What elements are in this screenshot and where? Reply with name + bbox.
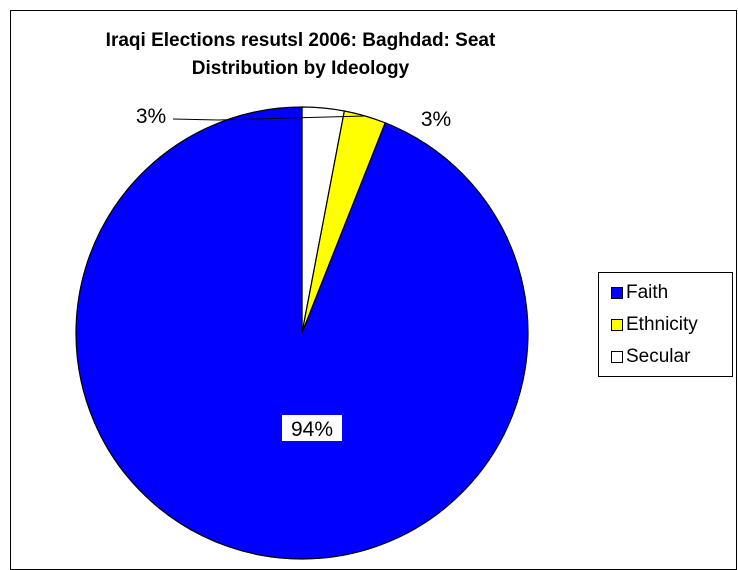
pie-slice-faith [75, 106, 529, 560]
legend-label-faith: Faith [626, 282, 669, 303]
legend-swatch-ethnicity [611, 319, 623, 331]
legend-label-secular: Secular [626, 346, 691, 367]
chart-title-line-2: Distribution by Ideology [191, 58, 410, 79]
data-label-ethnicity: 3% [136, 105, 166, 128]
chart-title-line-1: Iraqi Elections resutsl 2006: Baghdad: S… [105, 30, 496, 51]
legend-label-ethnicity: Ethnicity [626, 314, 698, 335]
legend-item-faith: Faith [611, 281, 668, 305]
leader-line-ethnicity [172, 115, 366, 121]
data-label-secular: 3% [421, 108, 451, 131]
legend-item-secular: Secular [611, 345, 690, 369]
legend-item-ethnicity: Ethnicity [611, 313, 698, 337]
data-label-faith: 94% [291, 418, 333, 441]
chart-title: Iraqi Elections resutsl 2006: Baghdad: S… [10, 27, 591, 83]
legend-swatch-faith [611, 287, 623, 299]
legend-swatch-secular [611, 351, 623, 363]
chart-legend: Faith Ethnicity Secular [598, 272, 733, 377]
data-label-bg-faith [282, 415, 342, 441]
